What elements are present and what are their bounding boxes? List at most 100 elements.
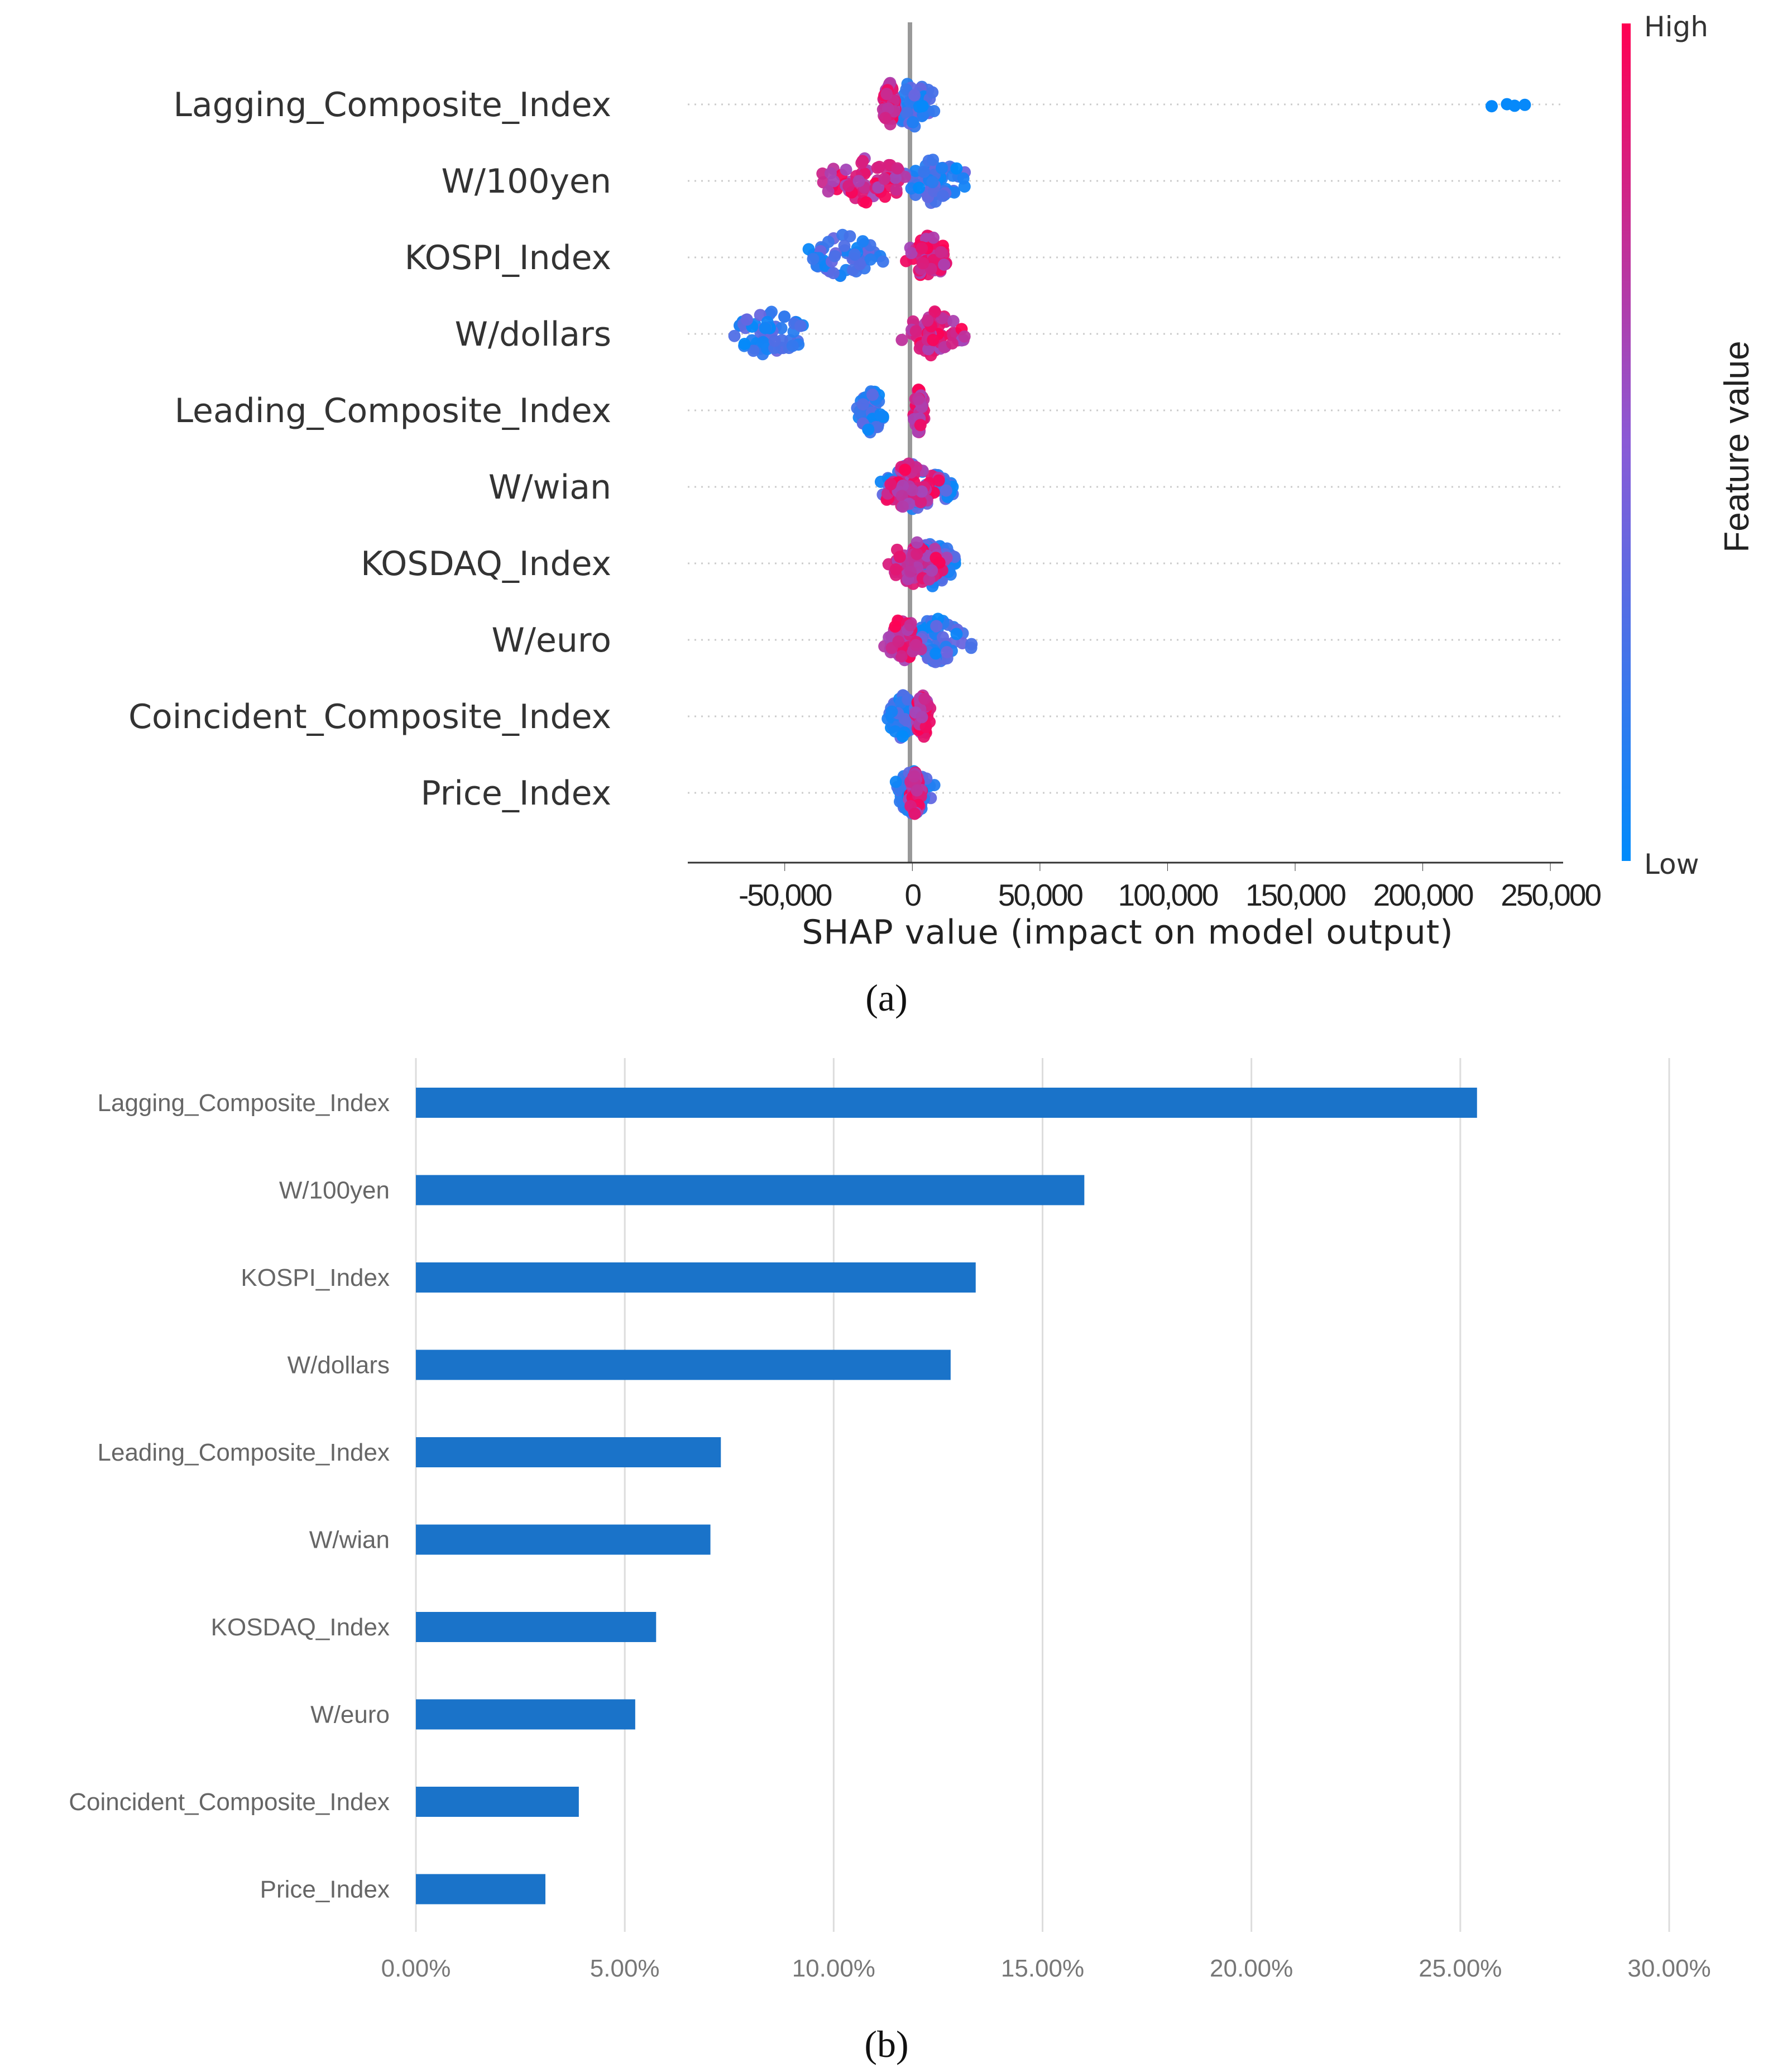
shap-point <box>747 344 760 357</box>
category-label: Leading_Composite_Index <box>98 1439 390 1466</box>
shap-summary-plot: Lagging_Composite_Index W/100yen KOSPI_Ind… <box>128 11 1756 1019</box>
shap-point <box>948 186 961 199</box>
beeswarm-kospi-index <box>802 228 952 283</box>
shap-point <box>916 711 928 724</box>
shap-point <box>827 175 840 188</box>
shap-point <box>856 235 869 248</box>
shap-point <box>848 248 861 261</box>
category-label: W/dollars <box>288 1352 390 1379</box>
bar-w-wian <box>416 1524 711 1555</box>
shap-point <box>891 162 904 175</box>
shap-point <box>936 162 948 175</box>
feature-label: Coincident_Composite_Index <box>128 697 611 736</box>
shap-point <box>728 329 741 342</box>
shap-point <box>940 484 952 497</box>
shap-point <box>914 496 927 509</box>
shap-point <box>889 776 902 788</box>
shap-point <box>741 313 753 326</box>
shap-point <box>916 242 928 255</box>
x-tick-label: 250,000 <box>1501 878 1601 912</box>
shap-point <box>902 693 914 706</box>
x-tick-label: 30.00% <box>1627 1955 1710 1982</box>
category-label: W/wian <box>309 1527 390 1554</box>
shap-point <box>889 563 902 576</box>
category-label: W/100yen <box>279 1177 390 1204</box>
shap-point <box>822 185 835 198</box>
category-label: KOSPI_Index <box>241 1264 390 1291</box>
feature-label: W/dollars <box>455 315 611 354</box>
shap-point <box>844 230 856 243</box>
shap-point <box>904 565 917 578</box>
shap-point <box>932 474 945 487</box>
colorbar-high-label: High <box>1644 11 1708 43</box>
feature-label: Leading_Composite_Index <box>175 391 611 430</box>
category-label: Coincident_Composite_Index <box>69 1788 390 1816</box>
feature-importance-bar-chart: Lagging_Composite_Index W/100yen KOSPI_Ind… <box>69 1058 1711 2065</box>
shap-point <box>927 185 940 198</box>
bar-kospi-index <box>416 1262 976 1293</box>
shap-point <box>893 551 906 563</box>
shap-point <box>929 552 942 564</box>
shap-point <box>883 631 895 644</box>
shap-point <box>807 252 820 265</box>
shap-point <box>904 619 917 631</box>
shap-point <box>856 398 869 411</box>
beeswarm-leading-composite-index <box>851 383 931 439</box>
shap-point <box>759 322 772 334</box>
beeswarm-kosdaq-index <box>882 536 961 592</box>
shap-point <box>879 190 892 203</box>
shap-point <box>899 463 912 476</box>
feature-label: Lagging_Composite_Index <box>173 85 611 125</box>
feature-label: W/euro <box>491 621 611 660</box>
shap-point <box>879 112 892 125</box>
category-label: Price_Index <box>260 1876 390 1903</box>
shap-point <box>908 89 921 102</box>
shap-point <box>862 423 875 436</box>
shap-point <box>860 196 873 209</box>
shap-point <box>890 183 903 196</box>
shap-point <box>938 259 951 271</box>
shap-point <box>927 231 940 244</box>
x-tick-label: -50,000 <box>739 878 832 912</box>
shap-point <box>950 628 963 640</box>
shap-point <box>941 646 954 658</box>
shap-point <box>822 236 835 248</box>
bar-w-dollars <box>416 1350 951 1380</box>
shap-point <box>1518 98 1531 111</box>
shap-point <box>895 650 908 663</box>
feature-label: W/100yen <box>441 162 611 201</box>
bar-coincident-composite-index <box>416 1787 579 1817</box>
bar-w-euro <box>416 1699 635 1730</box>
shap-point <box>866 389 879 401</box>
shap-point <box>918 165 930 178</box>
shap-point <box>738 338 751 350</box>
x-tick-label: 150,000 <box>1245 878 1345 912</box>
x-tick-label: 100,000 <box>1118 878 1218 912</box>
shap-point <box>927 154 940 166</box>
x-tick-label: 5.00% <box>590 1955 660 1982</box>
shap-point <box>928 105 941 117</box>
shap-point <box>881 102 894 115</box>
shap-point <box>889 620 902 633</box>
shap-point <box>827 267 840 280</box>
beeswarm-coincident-composite-index <box>881 689 937 744</box>
shap-point <box>958 330 971 343</box>
x-tick-label: 0.00% <box>381 1955 451 1982</box>
beeswarm-w-100yen <box>816 152 971 209</box>
shap-point <box>778 310 791 323</box>
shap-point <box>900 106 913 119</box>
shap-point <box>840 164 852 176</box>
x-tick-label: 10.00% <box>792 1955 875 1982</box>
shap-point <box>1486 100 1498 113</box>
beeswarm-price-index <box>889 765 941 820</box>
shap-point <box>937 189 949 202</box>
shap-point <box>913 181 926 194</box>
shap-point <box>895 333 908 346</box>
shap-point <box>892 635 905 648</box>
shap-point <box>918 692 931 705</box>
shap-point <box>885 705 898 718</box>
shap-point <box>911 536 923 549</box>
feature-label: KOSPI_Index <box>405 238 611 277</box>
beeswarm-w-wian <box>874 457 959 515</box>
